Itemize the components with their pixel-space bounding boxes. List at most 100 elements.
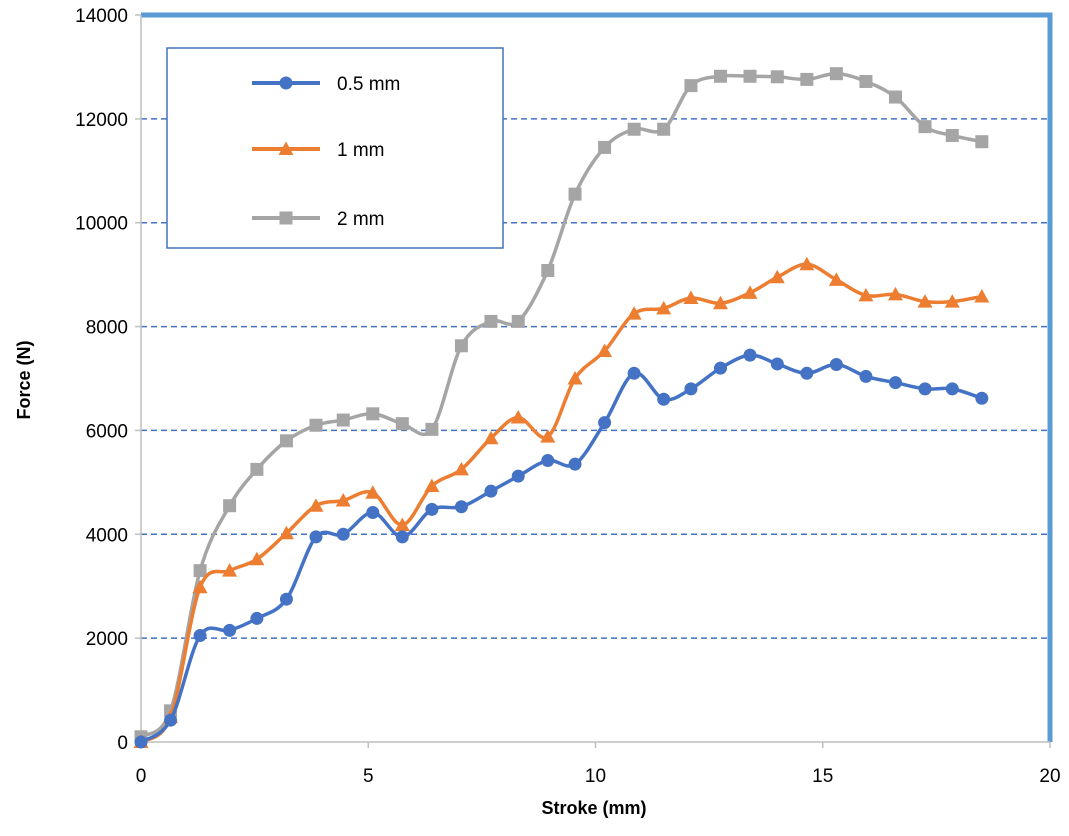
data-point: [859, 74, 873, 88]
data-point: [541, 454, 555, 468]
data-point: [888, 376, 902, 390]
y-tick-label: 6000: [86, 421, 128, 442]
data-point: [483, 430, 499, 445]
legend-swatch-marker: [278, 141, 294, 155]
data-point: [684, 79, 698, 93]
data-point: [279, 434, 293, 448]
data-point: [366, 505, 380, 519]
data-point: [453, 461, 469, 476]
x-tick-label: 15: [812, 766, 833, 787]
y-tick-label: 10000: [75, 214, 128, 235]
data-point: [134, 735, 148, 749]
x-tick-label: 10: [585, 766, 606, 787]
data-point: [279, 592, 293, 606]
plot-border: [141, 12, 1053, 742]
legend-box: [166, 47, 504, 249]
data-point: [945, 382, 959, 396]
data-point: [828, 272, 844, 286]
data-point: [743, 69, 757, 83]
data-point: [484, 314, 498, 328]
data-point: [859, 369, 873, 383]
data-point: [249, 551, 265, 566]
data-point: [712, 295, 728, 310]
data-point: [568, 187, 582, 201]
data-point: [713, 361, 727, 375]
data-point: [656, 300, 672, 315]
data-point: [627, 366, 641, 380]
data-point: [684, 382, 698, 396]
data-point: [336, 413, 350, 427]
data-point: [626, 306, 642, 320]
data-point: [918, 382, 932, 396]
data-point: [425, 502, 439, 516]
data-point: [799, 256, 815, 271]
y-tick-label: 2000: [86, 629, 128, 650]
data-point: [309, 418, 323, 432]
legend-label: 1 mm: [337, 140, 385, 161]
data-point: [395, 530, 409, 544]
data-point: [598, 140, 612, 154]
data-point: [424, 478, 440, 492]
data-point: [829, 67, 843, 81]
data-point: [743, 348, 757, 362]
data-point: [335, 493, 351, 507]
y-tick-label: 12000: [75, 110, 128, 131]
data-point: [250, 462, 264, 476]
x-tick-label: 0: [136, 766, 147, 787]
data-point: [800, 72, 814, 86]
data-point: [568, 457, 582, 471]
data-point: [250, 611, 264, 625]
data-point: [829, 357, 843, 371]
data-point: [800, 366, 814, 380]
data-point: [164, 713, 178, 727]
data-point: [193, 564, 207, 578]
data-point: [975, 135, 989, 149]
y-tick-label: 8000: [86, 318, 128, 339]
x-tick-label: 5: [363, 766, 374, 787]
legend-label: 2 mm: [337, 209, 385, 230]
series-line: [139, 262, 983, 744]
y-tick-label: 4000: [86, 525, 128, 546]
data-point: [918, 120, 932, 134]
y-tick-labels: 0 2000 4000 6000 8000 10000 12000 14000: [75, 6, 128, 754]
data-point: [336, 527, 350, 541]
series-layer: [133, 67, 990, 749]
y-tick-label: 14000: [75, 6, 128, 27]
data-point: [541, 263, 555, 277]
data-point: [657, 122, 671, 136]
data-point: [770, 357, 784, 371]
data-point: [425, 422, 439, 436]
data-point: [540, 429, 556, 443]
data-point: [683, 290, 699, 305]
data-point: [770, 70, 784, 84]
data-point: [223, 623, 237, 637]
legend-swatch-marker: [279, 211, 293, 225]
data-point: [511, 314, 525, 328]
data-point: [484, 484, 498, 498]
data-point: [769, 269, 785, 284]
data-point: [510, 409, 526, 424]
y-axis-label: Force (N): [14, 340, 34, 419]
data-point: [365, 485, 381, 499]
data-point: [567, 371, 583, 385]
legend-swatch-marker: [279, 76, 293, 90]
x-axis-label: Stroke (mm): [541, 798, 646, 818]
legend: 0.5 mm 1 mm 2 mm: [166, 47, 504, 249]
data-point: [454, 339, 468, 353]
data-point: [222, 563, 238, 577]
y-tick-label: 0: [117, 733, 128, 754]
data-point: [657, 392, 671, 406]
data-point: [223, 499, 237, 513]
data-point: [366, 407, 380, 421]
legend-label: 0.5 mm: [337, 74, 400, 95]
data-point: [742, 285, 758, 299]
data-point: [944, 294, 960, 308]
plot-frame: [141, 12, 1053, 742]
data-point: [309, 530, 323, 544]
data-point: [598, 416, 612, 430]
data-point: [511, 469, 525, 483]
data-point: [974, 288, 990, 303]
data-point: [192, 579, 208, 594]
data-point: [627, 122, 641, 136]
